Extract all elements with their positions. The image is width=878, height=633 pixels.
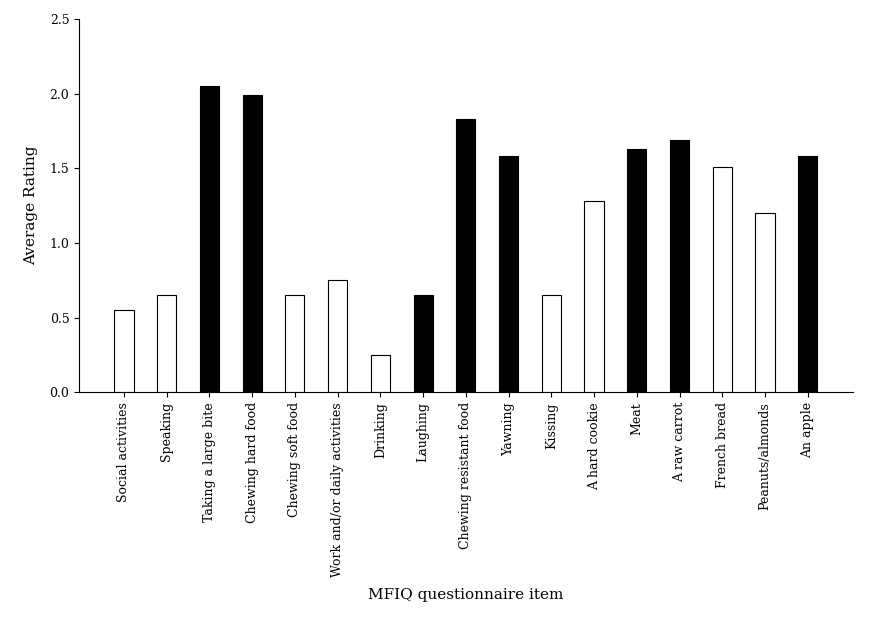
Bar xyxy=(669,140,688,392)
Bar xyxy=(797,156,817,392)
Y-axis label: Average Rating: Average Rating xyxy=(25,146,39,265)
X-axis label: MFIQ questionnaire item: MFIQ questionnaire item xyxy=(368,588,563,602)
Bar xyxy=(327,280,347,392)
Bar xyxy=(712,167,731,392)
Bar xyxy=(285,296,304,392)
Bar xyxy=(584,201,603,392)
Bar xyxy=(456,119,475,392)
Bar xyxy=(499,156,518,392)
Bar xyxy=(199,86,219,392)
Bar xyxy=(754,213,774,392)
Bar xyxy=(157,296,176,392)
Bar xyxy=(541,296,560,392)
Bar xyxy=(114,310,133,392)
Bar xyxy=(627,149,645,392)
Bar xyxy=(371,355,390,392)
Bar xyxy=(413,296,432,392)
Bar xyxy=(242,95,262,392)
